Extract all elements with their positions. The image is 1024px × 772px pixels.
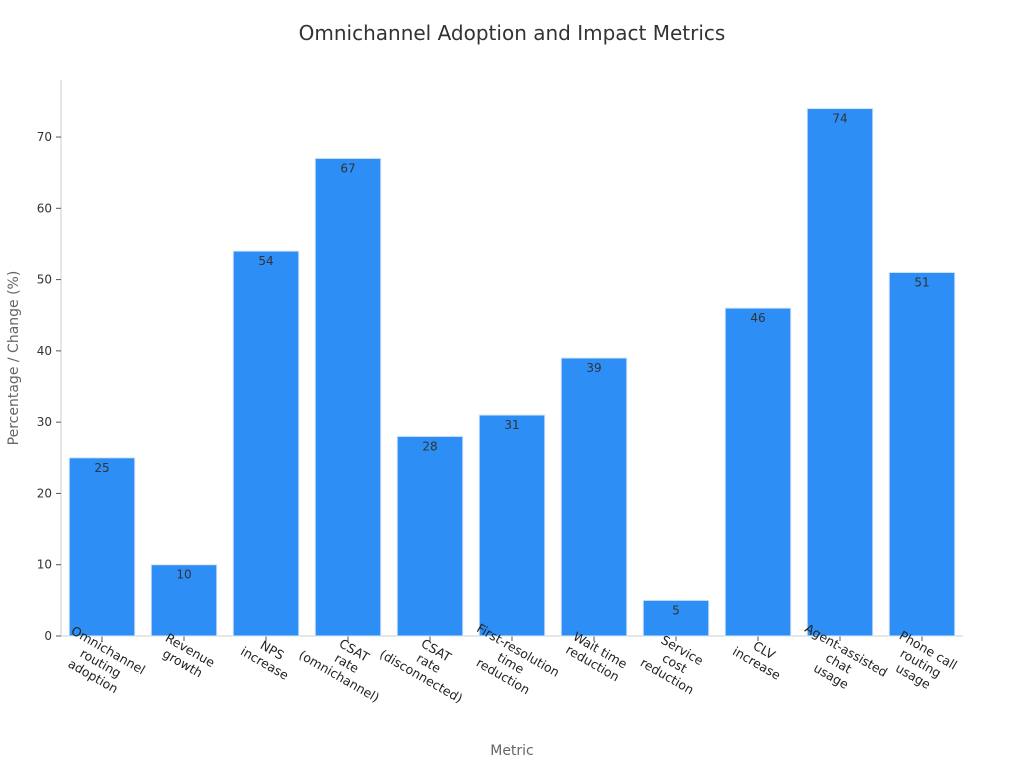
y-tick-label: 0 [44, 629, 52, 643]
bar [478, 414, 546, 637]
bar-value-label: 54 [258, 254, 273, 268]
bar-value-label: 67 [340, 161, 355, 175]
bar-value-label: 31 [504, 418, 519, 432]
y-tick-label: 10 [37, 558, 52, 572]
bars-group [68, 108, 956, 637]
y-axis: 0 10 20 30 40 50 60 70 [37, 80, 62, 643]
bar [232, 250, 300, 637]
bar [806, 108, 874, 637]
data-labels-group: 25 10 54 67 28 31 39 5 46 74 51 [94, 112, 929, 618]
y-tick-label: 30 [37, 415, 52, 429]
x-tick-label: Servicecostreduction [638, 629, 712, 698]
bar-value-label: 5 [672, 603, 680, 617]
bar [396, 435, 464, 637]
bar [150, 564, 218, 637]
bar [724, 307, 792, 637]
x-tick-label: Phone callroutingusage [882, 628, 960, 699]
x-tick-label: Revenuegrowth [155, 630, 217, 683]
x-tick-label: CLVincrease [730, 630, 791, 682]
bar-value-label: 10 [176, 568, 191, 582]
y-tick-label: 60 [37, 201, 52, 215]
chart-title: Omnichannel Adoption and Impact Metrics [299, 21, 726, 45]
y-tick-label: 20 [37, 486, 52, 500]
bar [560, 357, 628, 637]
x-tick-label: NPSincrease [238, 630, 299, 682]
y-tick-label: 40 [37, 344, 52, 358]
bar [642, 599, 710, 637]
bar-value-label: 28 [422, 439, 437, 453]
bar [888, 271, 956, 637]
x-axis-title: Metric [490, 743, 534, 759]
bar-value-label: 39 [586, 361, 601, 375]
bar-value-label: 74 [832, 112, 847, 126]
y-tick-label: 50 [37, 273, 52, 287]
x-tick-label: Wait timereduction [563, 629, 630, 685]
bar-value-label: 51 [914, 275, 929, 289]
bar-value-label: 46 [750, 311, 765, 325]
bar [68, 457, 136, 637]
y-tick-label: 70 [37, 130, 52, 144]
y-axis-title: Percentage / Change (%) [6, 271, 22, 446]
bar-value-label: 25 [94, 461, 109, 475]
bar [314, 157, 382, 637]
